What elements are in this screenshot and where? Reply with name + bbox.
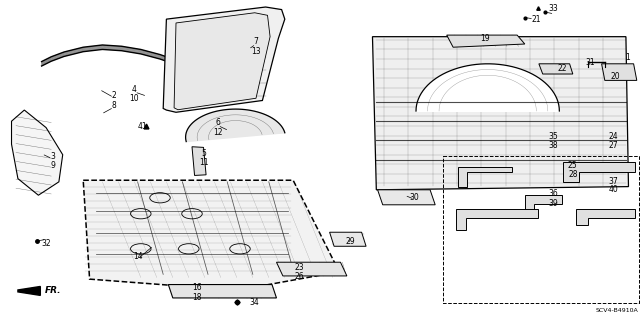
Polygon shape: [372, 37, 628, 190]
Polygon shape: [18, 286, 40, 295]
Text: 6: 6: [215, 118, 220, 127]
Text: 32: 32: [41, 239, 51, 248]
Polygon shape: [174, 13, 270, 110]
Text: 28: 28: [568, 170, 577, 179]
Text: 29: 29: [346, 237, 356, 246]
Polygon shape: [458, 167, 512, 187]
Polygon shape: [83, 180, 339, 290]
Text: SCV4-B4910A: SCV4-B4910A: [596, 308, 639, 313]
Text: 26: 26: [294, 272, 305, 281]
Text: 12: 12: [213, 128, 222, 137]
Polygon shape: [576, 209, 635, 225]
Text: 41: 41: [137, 122, 147, 130]
Text: 37: 37: [608, 177, 618, 186]
Polygon shape: [186, 109, 285, 142]
Polygon shape: [525, 195, 562, 213]
Text: 40: 40: [608, 185, 618, 194]
Text: FR.: FR.: [45, 286, 61, 295]
Text: 16: 16: [192, 283, 202, 292]
Text: 22: 22: [557, 64, 566, 73]
Text: 14: 14: [132, 252, 143, 261]
Polygon shape: [456, 209, 538, 230]
Polygon shape: [416, 64, 559, 111]
Text: 19: 19: [480, 34, 490, 43]
Text: 31: 31: [585, 58, 595, 67]
Polygon shape: [163, 7, 285, 112]
Polygon shape: [168, 285, 276, 298]
Polygon shape: [447, 35, 525, 47]
Text: 25: 25: [568, 161, 578, 170]
Polygon shape: [602, 64, 637, 80]
Text: 9: 9: [50, 161, 55, 170]
Text: 1: 1: [625, 53, 630, 62]
Text: 33: 33: [548, 4, 559, 13]
Polygon shape: [330, 232, 366, 246]
Text: 11: 11: [199, 158, 208, 167]
Text: 30: 30: [410, 193, 420, 202]
Polygon shape: [12, 110, 63, 195]
Text: 5: 5: [201, 149, 206, 158]
Text: 38: 38: [548, 141, 559, 150]
Text: 35: 35: [548, 132, 559, 141]
Text: 10: 10: [129, 94, 140, 103]
Text: 34: 34: [250, 298, 260, 307]
Text: 36: 36: [548, 189, 559, 198]
Text: 39: 39: [548, 199, 559, 208]
Text: 18: 18: [193, 293, 202, 302]
Text: 21: 21: [532, 15, 541, 24]
Polygon shape: [192, 147, 206, 175]
Text: 27: 27: [608, 141, 618, 150]
Text: 8: 8: [111, 101, 116, 110]
Text: 3: 3: [50, 152, 55, 161]
Text: 13: 13: [251, 47, 261, 56]
Text: 23: 23: [294, 263, 305, 272]
Text: 20: 20: [611, 72, 621, 81]
Polygon shape: [276, 262, 347, 276]
Text: 4: 4: [132, 85, 137, 94]
Text: 24: 24: [608, 132, 618, 141]
Text: 7: 7: [253, 37, 259, 46]
Text: 2: 2: [111, 91, 116, 100]
Polygon shape: [378, 190, 435, 205]
Polygon shape: [539, 64, 573, 74]
Polygon shape: [563, 162, 635, 182]
